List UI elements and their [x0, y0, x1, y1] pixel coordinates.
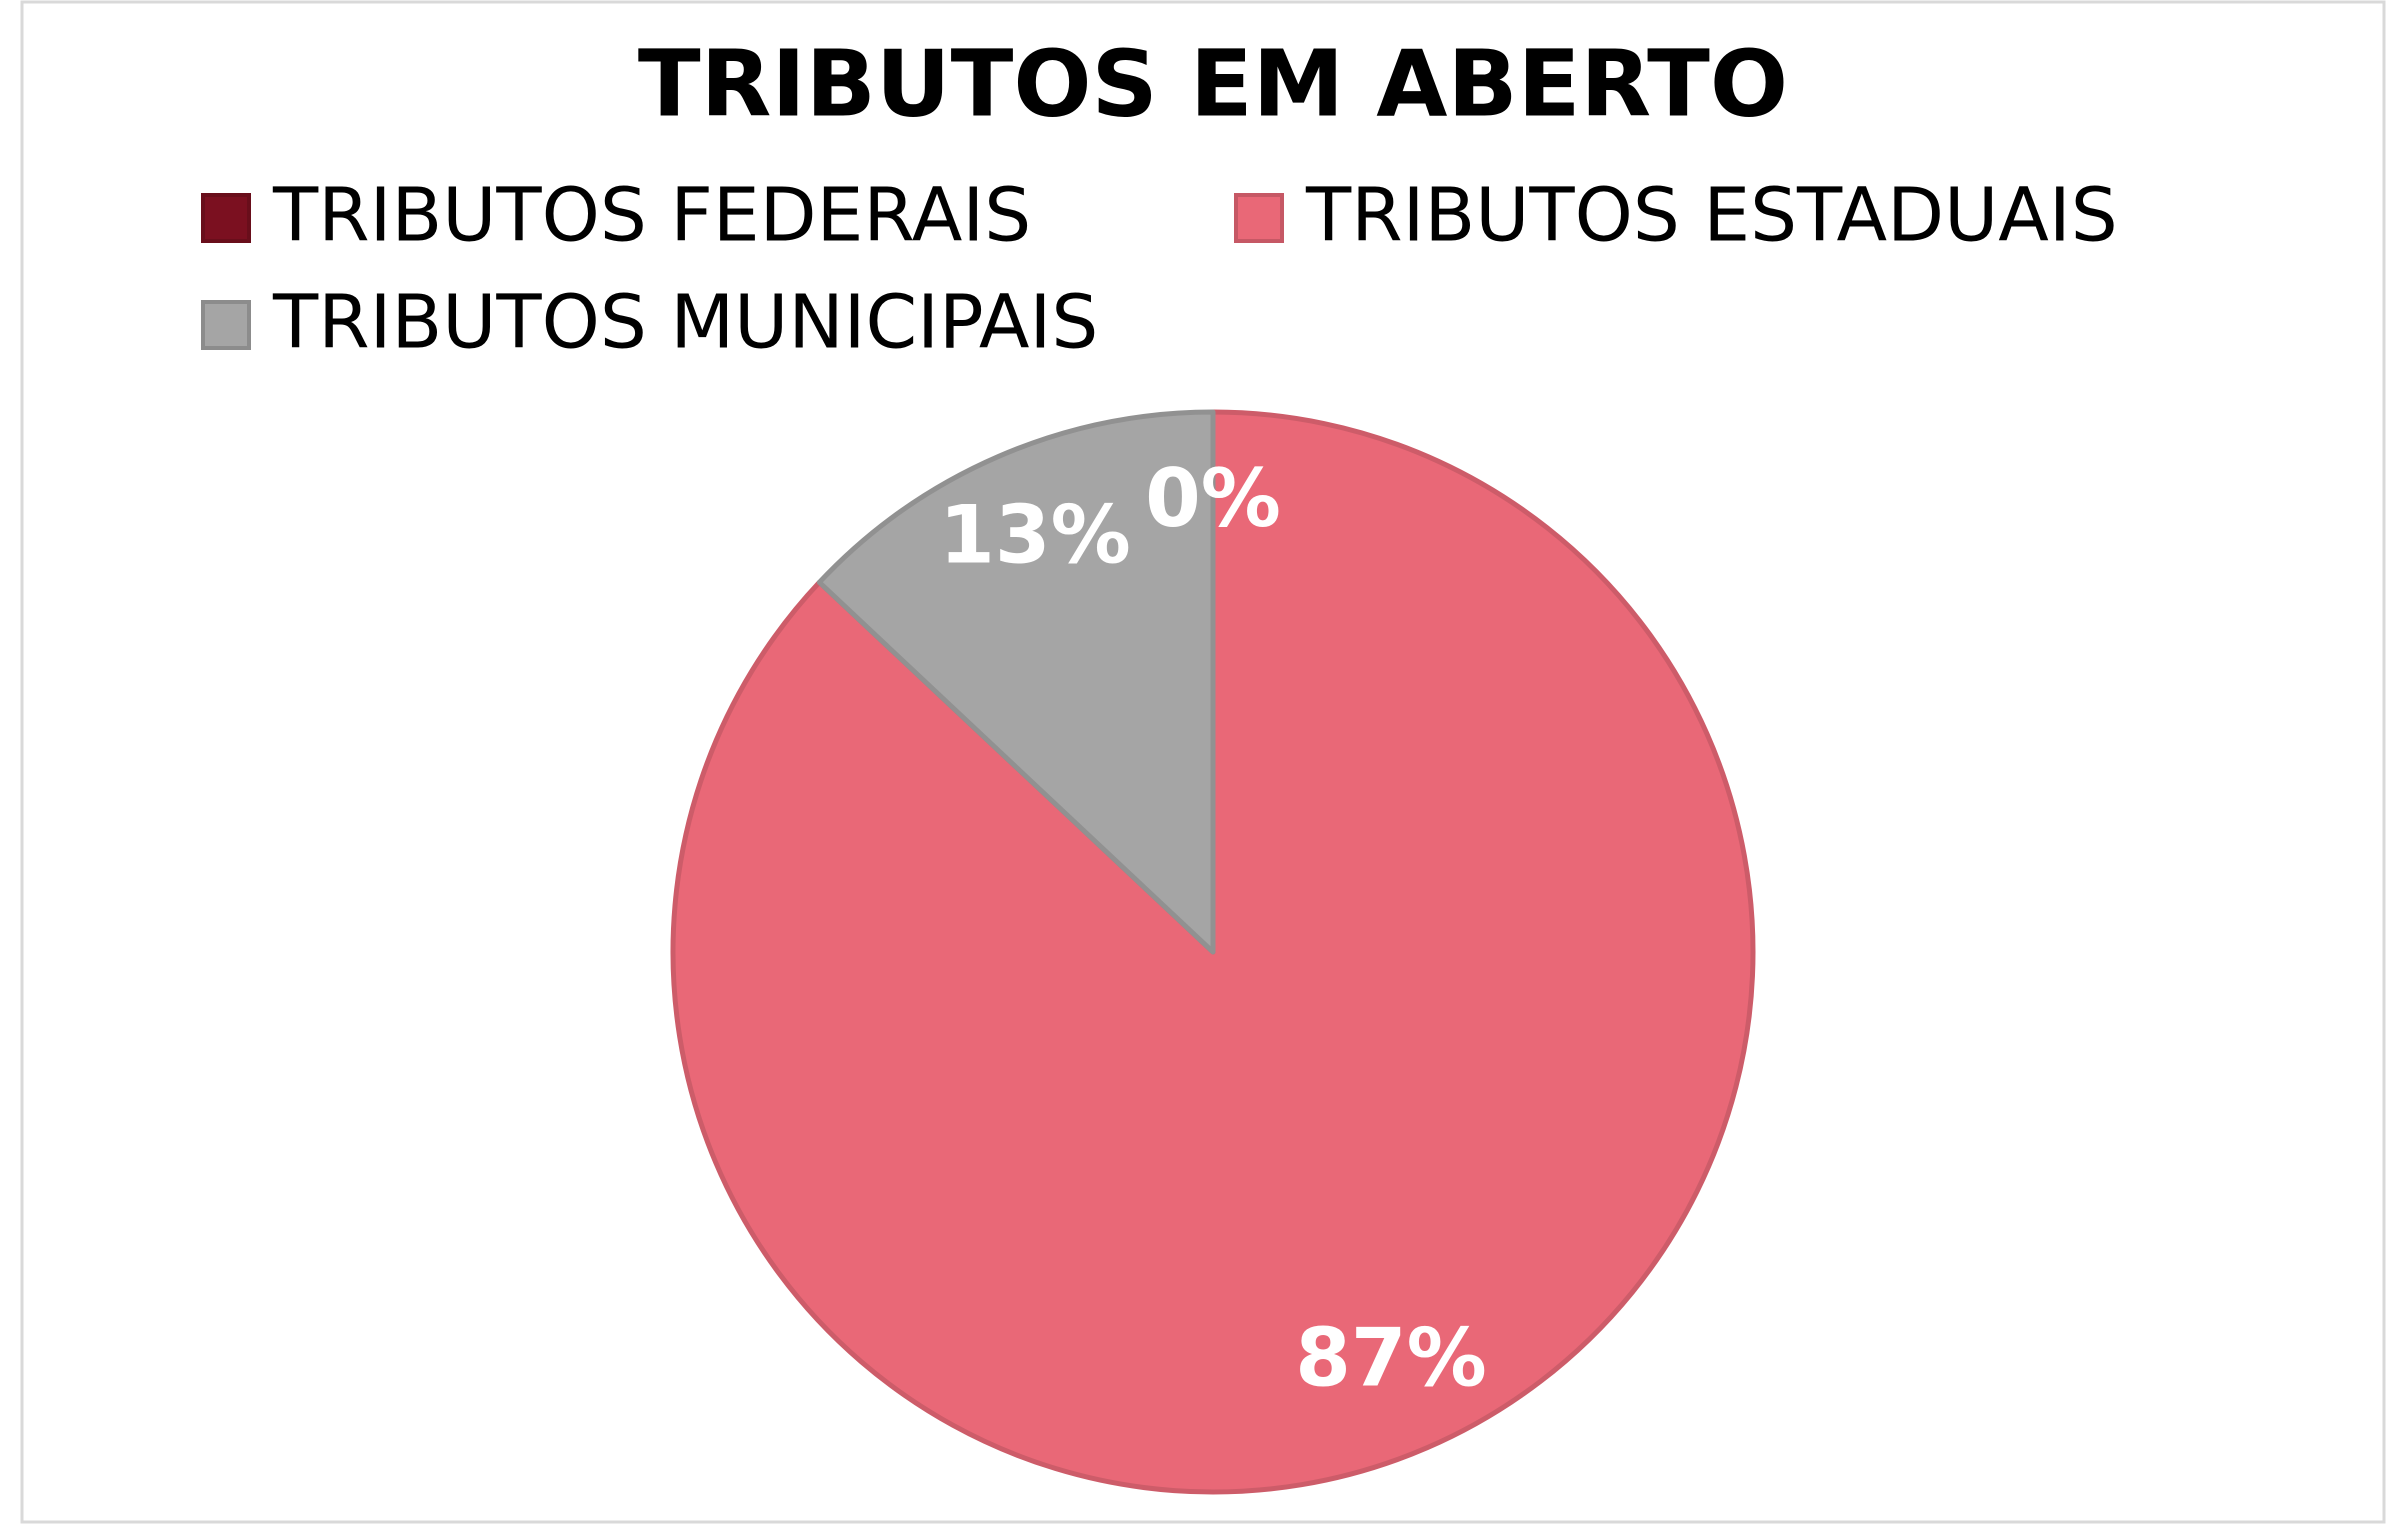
- data-label: 87%: [1295, 1311, 1486, 1404]
- data-label: 13%: [939, 489, 1130, 582]
- legend-label: TRIBUTOS ESTADUAIS: [1305, 173, 2118, 259]
- pie-slice: [816, 409, 1216, 955]
- legend-label: TRIBUTOS FEDERAIS: [272, 173, 1031, 259]
- legend-swatch: [201, 300, 251, 350]
- legend-swatch: [1234, 193, 1284, 243]
- legend-label: TRIBUTOS MUNICIPAIS: [272, 280, 1098, 366]
- data-label: 0%: [1145, 452, 1281, 545]
- legend-swatch: [201, 193, 251, 243]
- chart-title: TRIBUTOS EM ABERTO: [638, 30, 1788, 137]
